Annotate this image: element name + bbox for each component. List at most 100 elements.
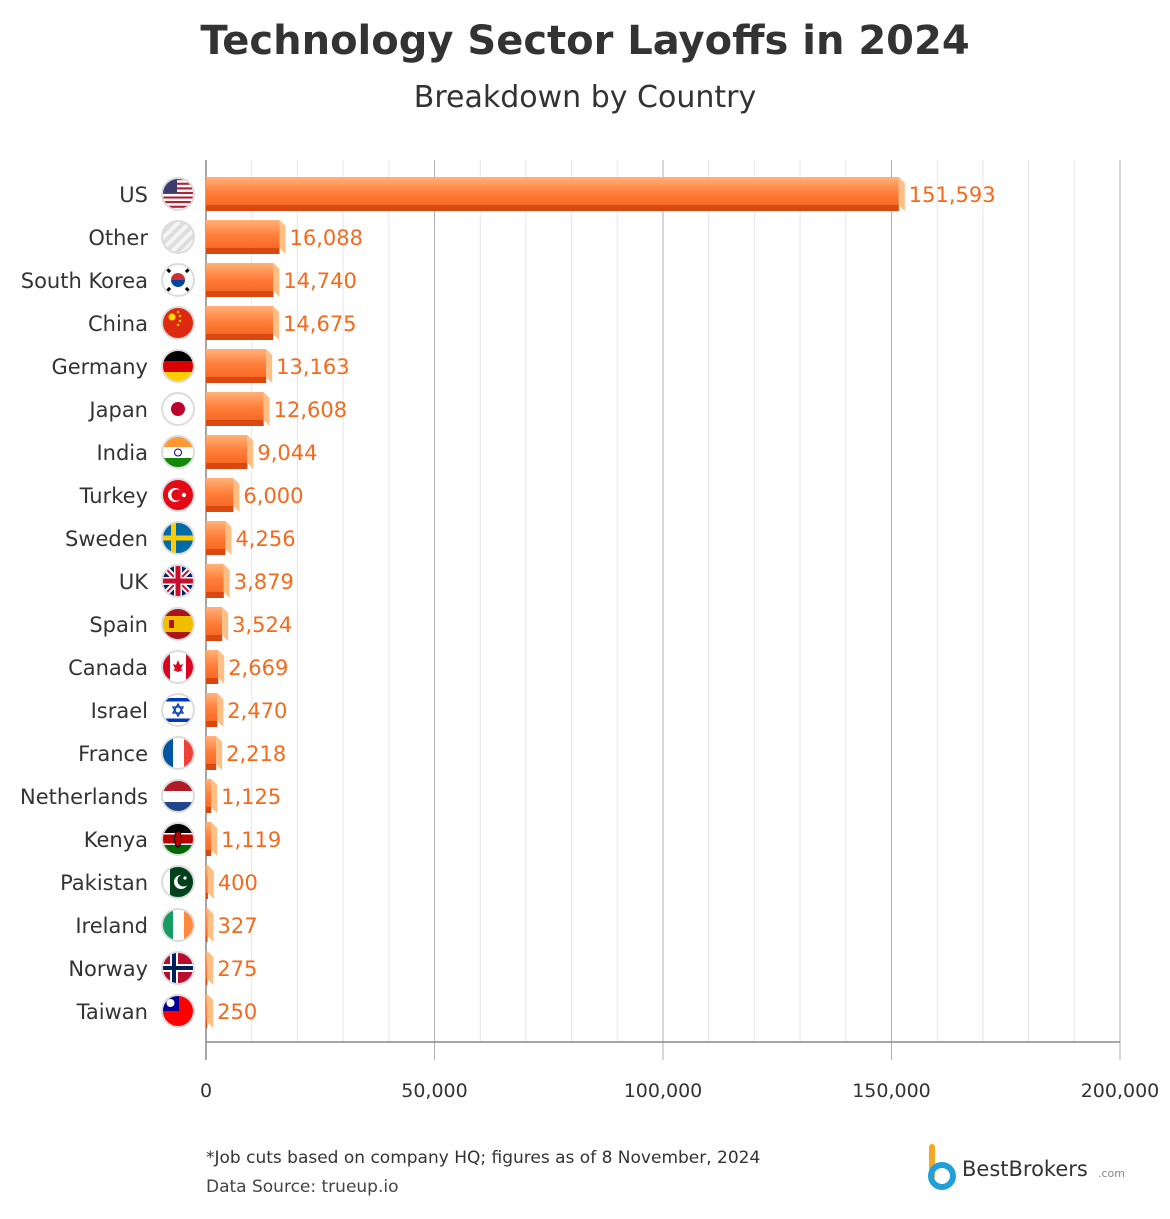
value-label: 327 (217, 914, 257, 938)
bar-side (207, 994, 214, 1028)
value-label: 4,256 (235, 527, 295, 551)
value-label: 6,000 (243, 484, 303, 508)
south-korea-flag-icon (161, 263, 195, 297)
bar-side (273, 263, 280, 297)
bar-shadow (206, 807, 212, 813)
bar-shadow (206, 936, 208, 942)
germany-flag-icon (161, 349, 195, 383)
norway-flag-icon (161, 951, 195, 985)
value-label: 400 (218, 871, 258, 895)
value-label: 3,524 (232, 613, 292, 637)
category-label: China (88, 312, 148, 336)
bar (206, 951, 208, 985)
bar-shadow (206, 592, 224, 598)
value-label: 14,740 (283, 269, 356, 293)
netherlands-flag-icon (161, 779, 195, 813)
bar-side (217, 693, 224, 727)
bar (206, 607, 223, 641)
brand-logo: BestBrokers .com (922, 1143, 1142, 1193)
chart-title: Technology Sector Layoffs in 2024 (200, 18, 970, 64)
bar-shadow (206, 1022, 208, 1028)
category-label: Netherlands (20, 785, 148, 809)
footnote: *Job cuts based on company HQ; figures a… (206, 1148, 761, 1168)
bar-shadow (206, 506, 234, 512)
value-label: 12,608 (274, 398, 347, 422)
bar-side (233, 478, 240, 512)
category-label: Norway (68, 957, 148, 981)
bars (206, 177, 905, 1028)
x-tick-label: 100,000 (624, 1080, 703, 1102)
bar-shadow (206, 334, 274, 340)
ireland-flag-icon (161, 908, 195, 942)
bar-side (218, 650, 225, 684)
value-label: 13,163 (276, 355, 349, 379)
bar-side (207, 908, 214, 942)
bar (206, 779, 212, 813)
bar-shadow (206, 420, 264, 426)
category-label: Sweden (65, 527, 148, 551)
value-label: 1,125 (221, 785, 281, 809)
bar-shadow (206, 979, 208, 985)
bar-side (279, 220, 286, 254)
value-label: 2,669 (228, 656, 288, 680)
bar-shadow (206, 291, 274, 297)
bar-shadow (206, 721, 218, 727)
india-flag-icon (161, 435, 195, 469)
category-label: Germany (51, 355, 148, 379)
bar-side (223, 564, 230, 598)
spain-flag-icon (161, 607, 195, 641)
value-label: 275 (217, 957, 257, 981)
bar-shadow (206, 205, 899, 211)
bar (206, 521, 226, 555)
category-label: Canada (68, 656, 148, 680)
category-label: South Korea (21, 269, 148, 293)
category-label: Other (88, 226, 148, 250)
bar-shadow (206, 764, 217, 770)
data-source: Data Source: trueup.io (206, 1177, 399, 1197)
us-flag-icon (161, 177, 195, 211)
category-label: France (78, 742, 148, 766)
bar-shadow (206, 893, 208, 899)
bar-side (216, 736, 223, 770)
bar (206, 736, 217, 770)
bar-side (211, 822, 218, 856)
bar-shadow (206, 248, 280, 254)
bar-shadow (206, 678, 219, 684)
category-label: Taiwan (76, 1000, 148, 1024)
france-flag-icon (161, 736, 195, 770)
bar-side (207, 951, 214, 985)
category-label: Spain (89, 613, 148, 637)
bar-side (247, 435, 254, 469)
bar (206, 822, 212, 856)
chart-subtitle: Breakdown by Country (413, 80, 757, 115)
x-tick-label: 0 (200, 1080, 212, 1102)
x-tick-label: 200,000 (1081, 1080, 1160, 1102)
bar (206, 564, 224, 598)
bar (206, 693, 218, 727)
value-label: 14,675 (283, 312, 356, 336)
turkey-flag-icon (161, 478, 195, 512)
bar-shadow (206, 850, 212, 856)
value-label: 151,593 (909, 183, 996, 207)
taiwan-flag-icon (161, 994, 195, 1028)
kenya-flag-icon (161, 822, 195, 856)
x-tick-label: 50,000 (401, 1080, 467, 1102)
bar (206, 994, 208, 1028)
bar-shadow (206, 377, 267, 383)
category-label: Israel (91, 699, 148, 723)
sweden-flag-icon (161, 521, 195, 555)
bar-side (266, 349, 273, 383)
bar-side (225, 521, 232, 555)
bestbrokers-logo-icon (928, 1144, 956, 1190)
bar-side (898, 177, 905, 211)
bar-shadow (206, 549, 226, 555)
value-label: 2,218 (226, 742, 286, 766)
category-label: US (119, 183, 148, 207)
category-label: Turkey (79, 484, 148, 508)
bar-side (211, 779, 218, 813)
value-label: 2,470 (227, 699, 287, 723)
category-label: Ireland (75, 914, 148, 938)
japan-flag-icon (161, 392, 195, 426)
bar-shadow (206, 635, 223, 641)
